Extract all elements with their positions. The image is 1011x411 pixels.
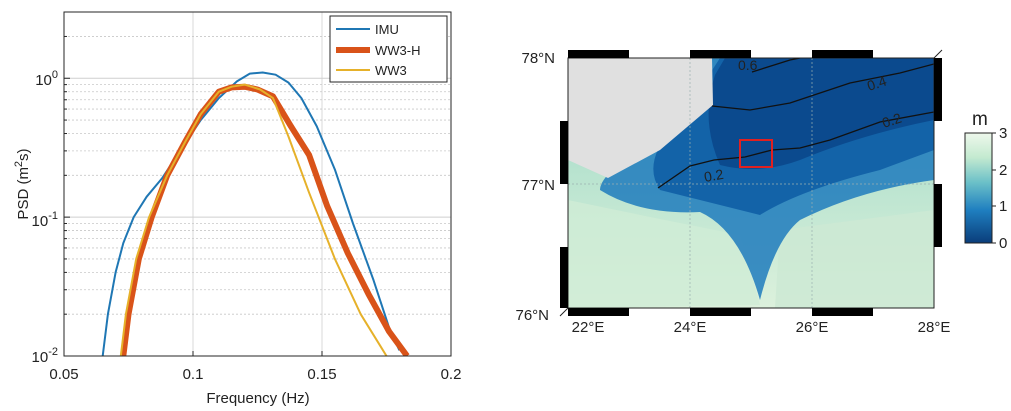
lat-label: 77°N <box>521 177 555 194</box>
lon-label: 22°E <box>572 319 605 336</box>
contour-line <box>711 63 934 111</box>
colorbar-tick: 1 <box>999 198 1007 215</box>
y-tick-label: 10-1 <box>32 210 58 230</box>
psd-axes-box <box>63 11 452 357</box>
colorbar: m 3 2 1 0 <box>964 109 1007 252</box>
contour-label: 0.6 <box>738 57 758 73</box>
x-tick-label: 0.2 <box>441 366 462 383</box>
series-line-ww3-h <box>120 83 410 356</box>
x-tick-label: 0.15 <box>307 366 336 383</box>
colorbar-title: m <box>972 109 988 130</box>
y-tick-label: 10-2 <box>32 346 58 366</box>
land-svalbard <box>568 58 713 178</box>
psd-chart: 0.05 0.1 0.15 0.2 100 10-1 10-2 Frequenc… <box>13 11 462 407</box>
y-axis-label: PSD (m2s) <box>13 148 32 219</box>
psd-legend: IMU WW3-H WW3 <box>329 15 448 83</box>
colorbar-gradient <box>964 132 993 244</box>
lon-label: 28°E <box>918 319 951 336</box>
x-tick-label: 0.1 <box>183 366 204 383</box>
legend-label-imu: IMU <box>375 22 399 37</box>
y-tick-label: 100 <box>35 69 58 89</box>
x-tick-label: 0.05 <box>49 366 78 383</box>
map-field <box>568 58 934 308</box>
lat-label: 76°N <box>515 307 549 324</box>
colorbar-tick: 2 <box>999 162 1007 179</box>
contour-label: 0.2 <box>703 166 725 185</box>
lon-label: 26°E <box>796 319 829 336</box>
contour-label: 0.4 <box>865 73 889 94</box>
colorbar-tick: 0 <box>999 235 1007 252</box>
lat-label: 78°N <box>521 50 555 67</box>
colorbar-tick: 3 <box>999 125 1007 142</box>
study-area-box <box>739 139 773 168</box>
legend-label-ww3: WW3 <box>375 63 407 78</box>
contour-label: 0.2 <box>880 110 904 131</box>
psd-series-group <box>101 71 410 356</box>
map-frame-ticks <box>560 50 942 316</box>
lon-label: 24°E <box>674 319 707 336</box>
series-line-imu <box>101 71 401 356</box>
wave-height-map: 0.6 0.4 0.2 0.2 78°N 77°N 76°N 22°E 24°E… <box>515 49 1007 336</box>
series-line-ww3 <box>119 83 388 356</box>
psd-ticks <box>63 11 452 357</box>
contour-line <box>751 58 801 73</box>
x-axis-label: Frequency (Hz) <box>206 390 309 407</box>
legend-label-ww3h: WW3-H <box>375 43 421 58</box>
